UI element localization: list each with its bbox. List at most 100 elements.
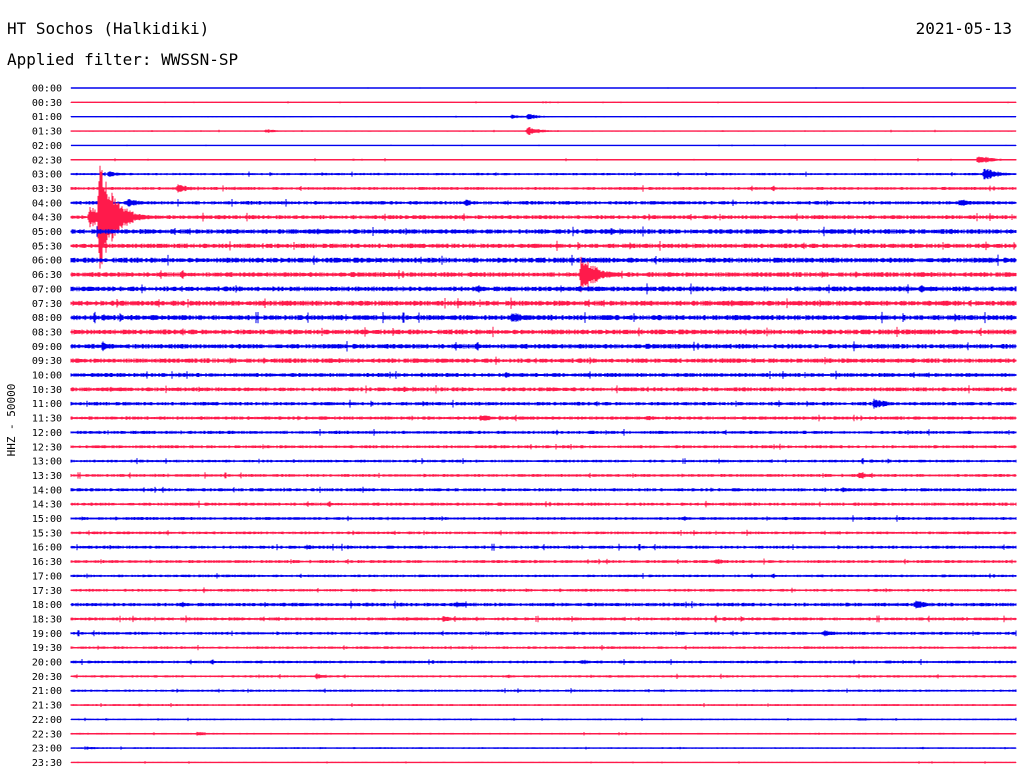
time-tick-label: 05:00 <box>32 227 62 238</box>
trace-row <box>70 199 1017 207</box>
time-tick-label: 00:30 <box>32 98 62 109</box>
time-tick-label: 22:00 <box>32 715 62 726</box>
trace-row <box>70 688 1017 694</box>
trace-row <box>70 101 1017 104</box>
time-tick-label: 19:00 <box>32 629 62 640</box>
trace-row <box>70 184 1017 193</box>
time-tick-label: 21:30 <box>32 701 62 712</box>
trace-row <box>70 87 1017 89</box>
time-tick-label: 00:00 <box>32 84 62 95</box>
time-tick-label: 02:00 <box>32 141 62 152</box>
time-tick-label: 20:00 <box>32 658 62 669</box>
trace-row <box>70 558 1017 565</box>
trace-row <box>70 673 1017 680</box>
time-tick-label: 06:30 <box>32 270 62 281</box>
trace-row <box>70 486 1017 493</box>
time-tick-label: 14:30 <box>32 500 62 511</box>
trace-row <box>70 515 1017 522</box>
trace-row <box>70 587 1017 594</box>
trace-row <box>70 356 1017 365</box>
time-tick-label: 11:30 <box>32 414 62 425</box>
trace-row <box>70 256 1017 293</box>
trace-row <box>70 615 1017 623</box>
time-tick-label: 09:00 <box>32 342 62 353</box>
trace-row <box>70 283 1017 295</box>
time-tick-label: 16:00 <box>32 543 62 554</box>
trace-row <box>70 543 1017 551</box>
trace-row <box>70 156 1017 163</box>
time-tick-label: 16:30 <box>32 557 62 568</box>
station-title: HT Sochos (Halkidiki) <box>7 19 210 38</box>
time-tick-label: 07:30 <box>32 299 62 310</box>
time-tick-label: 17:00 <box>32 571 62 582</box>
trace-row <box>70 226 1017 237</box>
seismogram-traces <box>70 87 1017 764</box>
trace-row <box>70 414 1017 422</box>
trace-row <box>70 311 1017 324</box>
time-tick-label: 08:00 <box>32 313 62 324</box>
time-tick-label: 13:00 <box>32 457 62 468</box>
trace-row <box>70 573 1017 579</box>
trace-row <box>70 385 1017 394</box>
trace-row <box>70 472 1017 479</box>
time-tick-label: 20:30 <box>32 672 62 683</box>
trace-row <box>70 703 1017 708</box>
time-tick-label: 18:00 <box>32 600 62 611</box>
trace-row <box>70 458 1017 465</box>
time-tick-label: 06:00 <box>32 256 62 267</box>
time-tick-label: 01:30 <box>32 127 62 138</box>
time-tick-label: 04:30 <box>32 213 62 224</box>
trace-row <box>70 500 1017 508</box>
trace-row <box>70 114 1017 120</box>
time-tick-label: 23:30 <box>32 758 62 769</box>
time-tick-label: 08:30 <box>32 327 62 338</box>
time-tick-label: 03:00 <box>32 170 62 181</box>
time-tick-label: 12:30 <box>32 442 62 453</box>
trace-row <box>70 529 1017 536</box>
trace-row <box>70 659 1017 665</box>
trace-row <box>70 127 1017 135</box>
time-tick-label: 11:00 <box>32 399 62 410</box>
trace-row <box>70 165 1017 269</box>
time-tick-label: 18:30 <box>32 614 62 625</box>
trace-row <box>70 645 1017 651</box>
time-tick-label: 05:30 <box>32 241 62 252</box>
trace-row <box>70 398 1017 409</box>
filter-label: Applied filter: WWSSN-SP <box>7 50 239 69</box>
time-tick-label: 23:00 <box>32 744 62 755</box>
time-tick-label: 14:00 <box>32 485 62 496</box>
time-tick-label: 04:00 <box>32 198 62 209</box>
trace-row <box>70 761 1017 764</box>
time-tick-label: 09:30 <box>32 356 62 367</box>
trace-row <box>70 254 1017 266</box>
time-tick-label: 22:30 <box>32 729 62 740</box>
trace-row <box>70 731 1017 736</box>
trace-row <box>70 370 1017 380</box>
time-tick-label: 07:00 <box>32 284 62 295</box>
time-tick-labels: 00:00 00:30 01:00 01:30 02:00 02:30 03:00 03:30… <box>32 84 62 769</box>
time-tick-label: 01:00 <box>32 112 62 123</box>
trace-row <box>70 600 1017 609</box>
trace-row <box>70 144 1017 147</box>
time-tick-label: 02:30 <box>32 155 62 166</box>
trace-row <box>70 717 1017 722</box>
time-tick-label: 10:00 <box>32 371 62 382</box>
trace-row <box>70 240 1017 251</box>
trace-row <box>70 341 1017 352</box>
trace-row <box>70 746 1017 750</box>
time-tick-label: 12:00 <box>32 428 62 439</box>
trace-row <box>70 429 1017 436</box>
time-tick-label: 10:30 <box>32 385 62 396</box>
trace-row <box>70 630 1017 637</box>
trace-row <box>70 326 1017 338</box>
time-tick-label: 15:00 <box>32 514 62 525</box>
time-tick-label: 13:30 <box>32 471 62 482</box>
trace-row <box>70 297 1017 309</box>
time-tick-label: 17:30 <box>32 586 62 597</box>
date-label: 2021-05-13 <box>915 19 1012 38</box>
time-tick-label: 03:30 <box>32 184 62 195</box>
time-tick-label: 21:00 <box>32 686 62 697</box>
time-tick-label: 19:30 <box>32 643 62 654</box>
trace-row <box>70 168 1017 180</box>
